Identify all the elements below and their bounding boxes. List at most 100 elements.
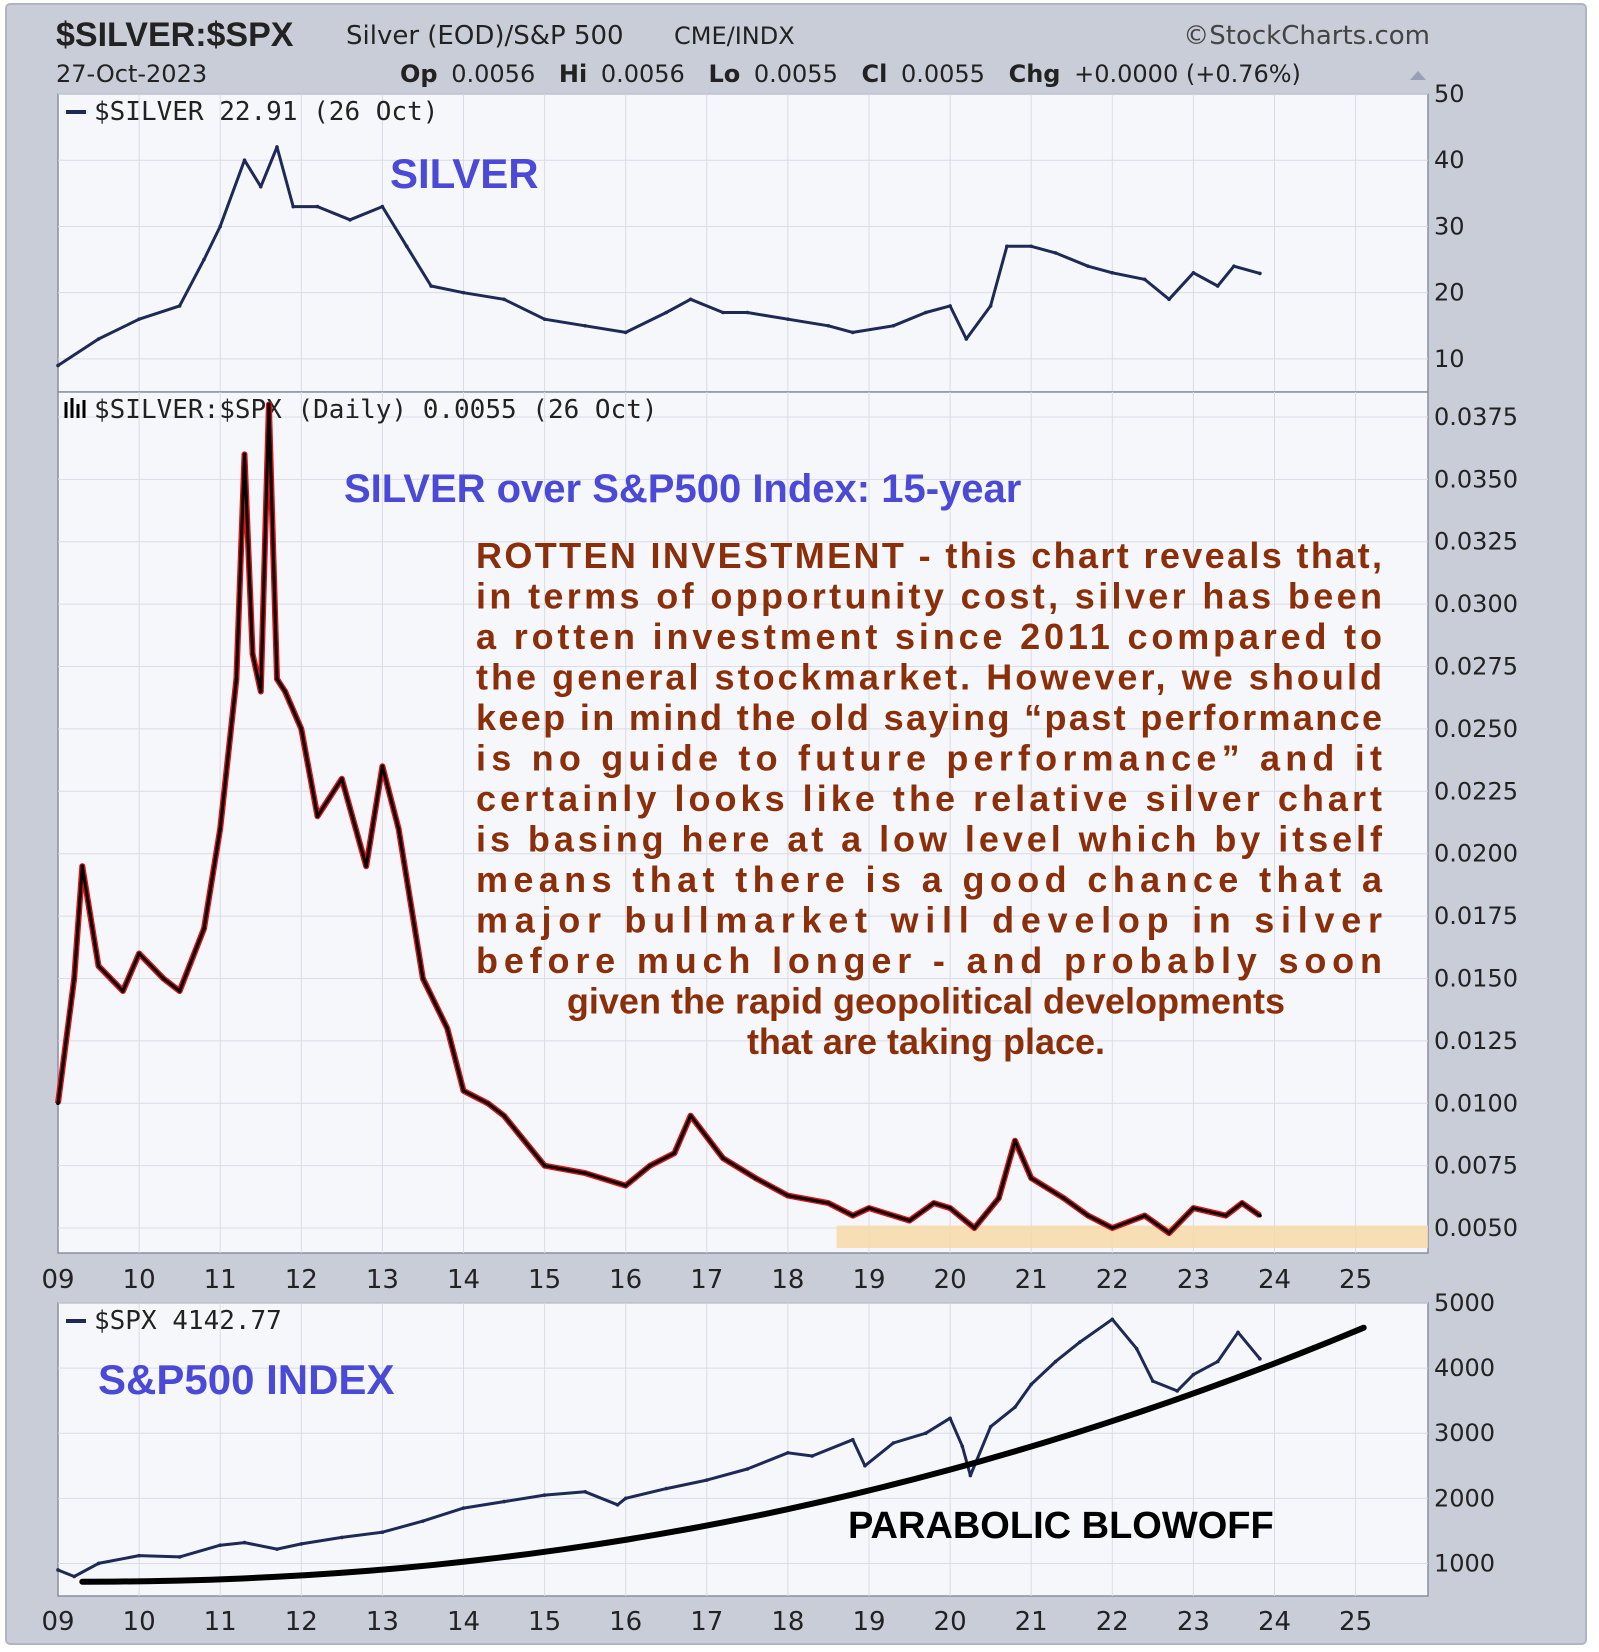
silver-price-line-point [988,304,993,308]
ratio-line-point [1167,1231,1171,1235]
spx-legend: $SPX 4142.77 [66,1306,282,1336]
x-tick-label: 12 [285,1607,318,1637]
legend-bars-icon [64,398,86,418]
spx-line-point [1215,1359,1220,1364]
panel-spx-plot-area [57,1302,1429,1597]
chg-up-arrow-icon [1410,71,1426,80]
silver-price-line-point [1053,251,1058,255]
ratio-line-point [948,1206,952,1210]
ratio-line-point [648,1163,652,1168]
spx-line-point [615,1503,620,1507]
x-tick-label: 22 [1096,1265,1129,1295]
silver-price-line-point [1167,297,1171,302]
x-tick-label: 13 [366,1265,399,1295]
spx-line-point [850,1437,855,1442]
ratio-panel: 0.0050 0.0075 0.0100 0.0125 0.0150 0.0175 0.02… [55,391,1518,1254]
x-tick-label: 25 [1339,1607,1372,1637]
ratio-line-point [996,1196,1001,1200]
ratio-line-point [177,989,182,993]
x-tick-label: 11 [204,1607,237,1637]
silver-price-line-point [1029,244,1033,249]
hi-value: 0.0056 [601,60,685,88]
legend-text: $SILVER:$SPX (Daily) 0.0055 (26 Oct) [94,395,658,425]
x-axis-ratio: 09 10 11 12 13 14 15 16 17 18 19 20 21 22 23 24 25 [41,1265,1372,1295]
silver-price-line-point [202,257,206,262]
basing-zone-highlight [836,1225,1428,1249]
x-axis-spx: 09 10 11 12 13 14 15 16 17 18 19 20 21 22 23 24 25 [41,1607,1372,1637]
x-tick-label: 12 [285,1265,318,1295]
silver-price-line-point [850,330,855,335]
spx-line-point [542,1493,547,1497]
op-label: Op [400,60,438,88]
commentary-line: keep in mind the old saying “past perfor… [476,697,1382,738]
spx-line-point [1175,1389,1179,1393]
ratio-line-point [583,1171,587,1175]
ratio-line-point [396,826,401,831]
silver-price-line-point [137,317,141,321]
y-tick-label: 1000 [1434,1549,1495,1577]
silver-price-line-point [502,297,506,302]
cl-label: Cl [861,60,887,88]
parabolic-blowoff-annotation: PARABOLIC BLOWOFF [848,1505,1274,1547]
commentary-line: given the rapid geopolitical development… [567,981,1285,1022]
spx-line-point [461,1506,466,1510]
lo-label: Lo [708,60,740,88]
y-tick-label: 0.0250 [1434,715,1518,743]
x-tick-label: 17 [690,1607,723,1637]
ratio-legend: $SILVER:$SPX (Daily) 0.0055 (26 Oct) [64,395,658,425]
silver-price-line-point [721,310,725,315]
ratio-line-point [753,1176,758,1180]
silver-price-line-point [258,184,263,189]
silver-panel: 10 20 30 40 50 $SILVER 22.91 (26 Oct) [56,80,1465,393]
spx-line-point [923,1431,928,1436]
ratio-line-point [461,1088,466,1093]
ratio-line-point [364,864,368,868]
legend-text: $SPX 4142.77 [94,1306,282,1336]
silver-price-line-point [348,218,352,222]
spx-line-point [340,1535,344,1540]
silver-price-line-point [380,204,385,209]
x-tick-label: 21 [1015,1265,1048,1295]
ratio-line-point [250,652,255,656]
op-value: 0.0056 [451,60,535,88]
ratio-line-point [96,964,101,968]
spx-line-point [1191,1372,1196,1377]
silver-price-line-point [96,337,101,341]
chg-value: +0.0000 (+0.76%) [1074,60,1301,88]
ratio-line-point [542,1163,547,1168]
spx-line-point [56,1568,60,1572]
x-tick-label: 18 [771,1607,804,1637]
y-tick-label: 20 [1434,279,1465,307]
legend-text: $SILVER 22.91 (26 Oct) [94,97,438,127]
ratio-line-point [218,826,222,831]
silver-price-line-point [315,204,320,209]
ratio-line-point [486,1101,490,1106]
header-symbol: $SILVER:$SPX [56,16,294,54]
x-tick-label: 10 [123,1607,156,1637]
ratio-line-point [867,1206,871,1210]
ratio-line-point [56,1101,60,1106]
x-tick-label: 22 [1096,1607,1129,1637]
header-ohlc: Op 0.0056 Hi 0.0056 Lo 0.0055 Cl 0.0055 … [400,60,1301,88]
spx-line-point [1078,1340,1082,1344]
ratio-line-point [445,1026,450,1031]
ratio-line-point [283,689,287,694]
spx-line-point [96,1561,101,1566]
spx-line-point [177,1555,182,1559]
ratio-line-point [267,402,271,407]
ratio-line-point [161,976,166,981]
silver-price-line-point [177,304,182,308]
lo-value: 0.0055 [754,60,838,88]
ratio-line-point [80,864,85,868]
spx-line-point [421,1519,425,1523]
ratio-line-point [907,1218,912,1223]
silver-price-line-point [1110,271,1115,275]
commentary-line: major bullmarket will develop in silver [476,900,1382,941]
silver-price-line-point [1215,284,1220,288]
ratio-line [56,403,1261,1235]
ratio-line-point [1013,1138,1017,1143]
header-date: 27-Oct-2023 [56,60,207,88]
silver-price-line-point [218,224,222,229]
ratio-line-point [623,1183,628,1188]
parabolic-trendline [79,1324,1367,1585]
